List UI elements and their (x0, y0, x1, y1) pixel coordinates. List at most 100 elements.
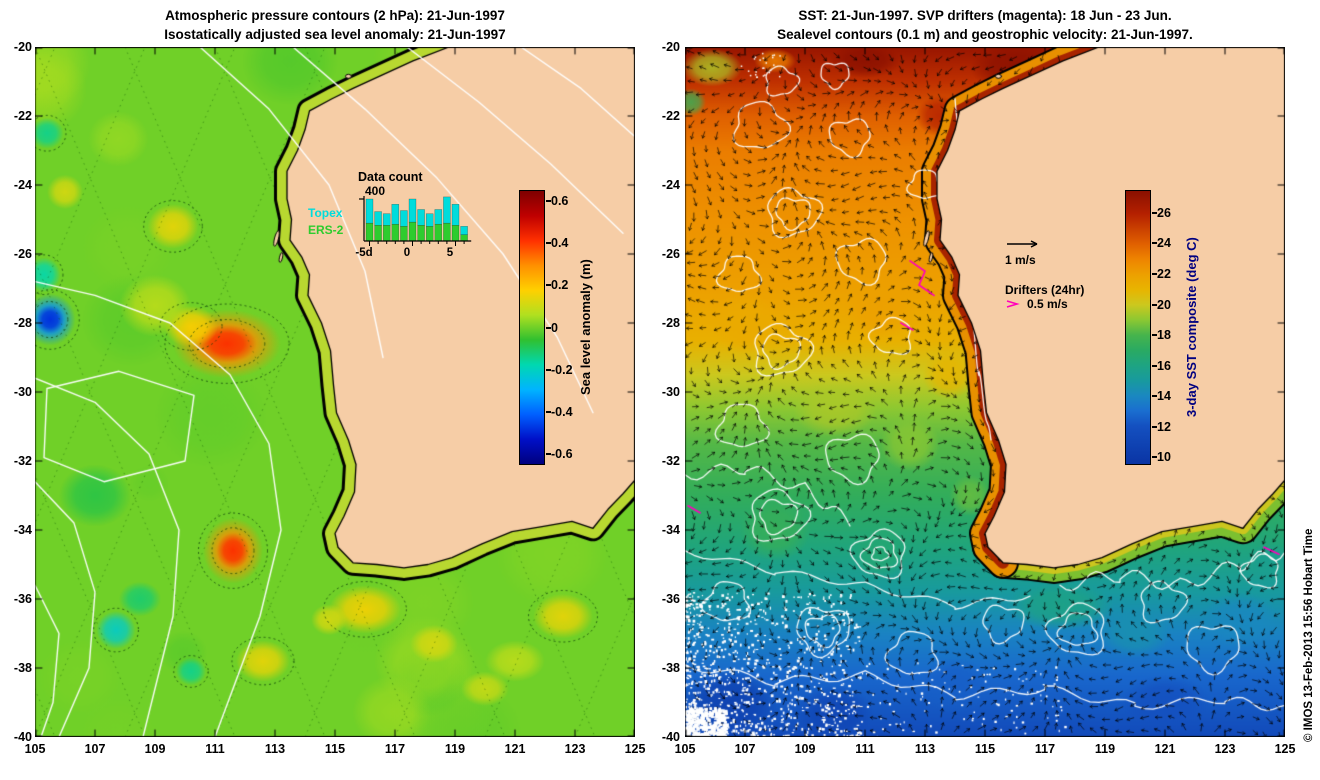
sst-colorbar-tick-mark (1152, 364, 1157, 367)
sst-map (685, 47, 1285, 737)
x-tick-label: 117 (384, 742, 406, 756)
inset-xtick: 5 (446, 247, 454, 259)
x-tick-label: 121 (504, 742, 526, 756)
sst-colorbar-tick-mark (1152, 242, 1157, 245)
legend-ers2: ERS-2 (308, 223, 344, 237)
velocity-scale-legend: 1 m/s (1005, 238, 1047, 267)
y-tick-label: -34 (13, 523, 32, 537)
y-tick-label: -24 (661, 178, 680, 192)
y-tick-label: -32 (13, 454, 32, 468)
x-tick-label: 107 (734, 742, 756, 756)
sst-colorbar-tick-mark (1152, 395, 1157, 398)
sla-colorbar-tick: -0.6 (551, 447, 573, 462)
right-title-line1: SST: 21-Jun-1997. SVP drifters (magenta)… (798, 8, 1172, 23)
x-tick-label: 119 (1094, 742, 1116, 756)
y-tick-label: -36 (13, 592, 32, 606)
x-tick-label: 117 (1034, 742, 1056, 756)
y-tick-label: -32 (661, 454, 680, 468)
sst-colorbar (1125, 190, 1151, 465)
y-tick-label: -38 (661, 661, 680, 675)
inset-xtick: -5d (355, 247, 373, 259)
y-tick-label: -20 (661, 40, 680, 54)
sst-colorbar-tick: 24 (1157, 236, 1171, 251)
sst-colorbar-tick: 20 (1157, 297, 1171, 312)
sst-colorbar-tick: 18 (1157, 328, 1171, 343)
sla-colorbar-tick: 0 (551, 320, 558, 335)
sst-colorbar-tick-mark (1152, 334, 1157, 337)
y-tick-label: -26 (661, 247, 680, 261)
y-tick-label: -24 (13, 178, 32, 192)
sla-colorbar-tick: 0.2 (551, 278, 569, 293)
left-title-line2: Isostatically adjusted sea level anomaly… (164, 27, 506, 42)
sst-colorbar-tick: 10 (1157, 450, 1171, 465)
inset-title: Data count (358, 170, 423, 184)
y-tick-label: -40 (13, 730, 32, 744)
x-tick-label: 109 (794, 742, 816, 756)
sea-level-anomaly-map (35, 47, 635, 737)
x-tick-label: 111 (855, 742, 875, 756)
sla-colorbar-tick: 0.6 (551, 193, 569, 208)
y-tick-label: -28 (13, 316, 32, 330)
drifter-arrow-icon (1006, 300, 1020, 308)
data-count-inset: Data count 400 Topex ERS-2 -5d 0 5 (308, 170, 488, 268)
drifter-legend-title: Drifters (24hr) (1005, 283, 1085, 297)
sla-colorbar-tick: -0.4 (551, 405, 573, 420)
x-tick-label: 121 (1154, 742, 1176, 756)
watermark: © IMOS 13-Feb-2013 15:56 Hobart Time (1303, 528, 1315, 742)
y-tick-label: -22 (661, 109, 680, 123)
sst-colorbar-tick: 26 (1157, 205, 1171, 220)
sla-colorbar-tick-mark (546, 241, 551, 244)
left-panel-title: Atmospheric pressure contours (2 hPa): 2… (35, 6, 635, 44)
sla-colorbar-tick-mark (546, 453, 551, 456)
sla-colorbar-label: Sea level anomaly (m) (578, 259, 593, 396)
sst-colorbar-tick-mark (1152, 303, 1157, 306)
sla-colorbar-tick-mark (546, 411, 551, 414)
x-tick-label: 115 (974, 742, 996, 756)
y-tick-label: -30 (661, 385, 680, 399)
x-tick-label: 109 (144, 742, 166, 756)
left-title-line1: Atmospheric pressure contours (2 hPa): 2… (165, 8, 505, 23)
y-tick-label: -30 (13, 385, 32, 399)
sla-colorbar (519, 190, 545, 465)
y-tick-label: -38 (13, 661, 32, 675)
x-tick-label: 123 (564, 742, 586, 756)
sst-colorbar-tick: 16 (1157, 358, 1171, 373)
x-tick-label: 125 (624, 742, 646, 756)
x-tick-label: 125 (1274, 742, 1296, 756)
y-tick-label: -28 (661, 316, 680, 330)
sst-colorbar-tick-mark (1152, 425, 1157, 428)
inset-xtick: 0 (403, 247, 411, 259)
sla-colorbar-tick-mark (546, 368, 551, 371)
sla-colorbar-tick-mark (546, 284, 551, 287)
y-tick-label: -22 (13, 109, 32, 123)
sla-colorbar-tick: -0.2 (551, 362, 573, 377)
x-tick-label: 115 (324, 742, 346, 756)
inset-ymax-label: 400 (365, 184, 386, 198)
x-tick-label: 107 (84, 742, 106, 756)
x-tick-label: 111 (205, 742, 225, 756)
sst-colorbar-tick-mark (1152, 211, 1157, 214)
x-tick-label: 113 (264, 742, 286, 756)
y-tick-label: -34 (661, 523, 680, 537)
sst-colorbar-label: 3-day SST composite (deg C) (1184, 237, 1199, 418)
x-tick-label: 119 (444, 742, 466, 756)
right-panel-title: SST: 21-Jun-1997. SVP drifters (magenta)… (685, 6, 1285, 44)
sst-colorbar-tick: 14 (1157, 389, 1171, 404)
data-count-histogram (359, 196, 472, 246)
y-tick-label: -20 (13, 40, 32, 54)
sst-colorbar-tick-mark (1152, 273, 1157, 276)
sla-colorbar-tick-mark (546, 199, 551, 202)
sla-colorbar-tick: 0.4 (551, 235, 569, 250)
sst-colorbar-tick-mark (1152, 456, 1157, 459)
y-tick-label: -26 (13, 247, 32, 261)
sla-colorbar-tick-mark (546, 326, 551, 329)
sst-colorbar-tick: 22 (1157, 267, 1171, 282)
legend-topex: Topex (308, 206, 343, 220)
velocity-scale-arrow-icon (1007, 240, 1038, 248)
x-tick-label: 105 (24, 742, 46, 756)
x-tick-label: 113 (914, 742, 936, 756)
drifter-speed-label: 0.5 m/s (1027, 297, 1068, 311)
y-tick-label: -40 (661, 730, 680, 744)
drifter-legend: Drifters (24hr) 0.5 m/s (1005, 283, 1084, 311)
velocity-scale-label: 1 m/s (1005, 253, 1036, 267)
